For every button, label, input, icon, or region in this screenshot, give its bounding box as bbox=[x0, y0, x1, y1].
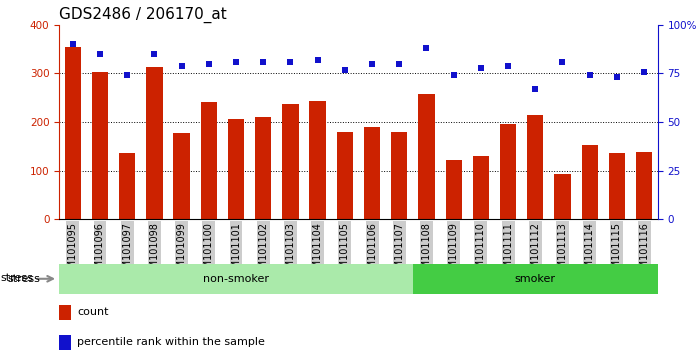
Bar bbox=[337, 132, 353, 219]
Point bbox=[530, 86, 541, 92]
Point bbox=[68, 41, 79, 47]
Point bbox=[285, 59, 296, 64]
Point bbox=[503, 63, 514, 68]
Bar bbox=[228, 119, 244, 219]
Point bbox=[584, 73, 595, 78]
Bar bbox=[609, 153, 625, 219]
Bar bbox=[364, 126, 380, 219]
Point bbox=[312, 57, 323, 63]
Point bbox=[203, 61, 214, 67]
Bar bbox=[255, 117, 271, 219]
Point bbox=[339, 67, 350, 72]
Point bbox=[448, 73, 459, 78]
Text: non-smoker: non-smoker bbox=[203, 274, 269, 284]
Bar bbox=[283, 104, 299, 219]
Point bbox=[258, 59, 269, 64]
Bar bbox=[146, 67, 163, 219]
Point bbox=[230, 59, 242, 64]
Bar bbox=[310, 101, 326, 219]
Point bbox=[421, 45, 432, 51]
Bar bbox=[418, 95, 434, 219]
Point bbox=[95, 51, 106, 57]
Point bbox=[557, 59, 568, 64]
Point bbox=[176, 63, 187, 68]
Point bbox=[122, 73, 133, 78]
Bar bbox=[445, 160, 462, 219]
Point bbox=[367, 61, 378, 67]
Bar bbox=[119, 153, 135, 219]
Point bbox=[394, 61, 405, 67]
Bar bbox=[500, 124, 516, 219]
Text: count: count bbox=[77, 307, 109, 318]
Bar bbox=[413, 264, 658, 294]
Text: stress: stress bbox=[7, 274, 40, 284]
Point bbox=[149, 51, 160, 57]
Bar bbox=[200, 102, 217, 219]
Point bbox=[638, 69, 649, 74]
Bar bbox=[554, 174, 571, 219]
Point bbox=[475, 65, 487, 70]
Bar bbox=[473, 156, 489, 219]
Bar bbox=[92, 73, 108, 219]
Text: GDS2486 / 206170_at: GDS2486 / 206170_at bbox=[59, 7, 227, 23]
Text: percentile rank within the sample: percentile rank within the sample bbox=[77, 337, 265, 348]
Bar bbox=[582, 145, 598, 219]
Bar bbox=[59, 264, 413, 294]
Point bbox=[611, 74, 622, 80]
Bar bbox=[59, 305, 71, 320]
Bar bbox=[173, 133, 190, 219]
Bar bbox=[59, 335, 71, 350]
Bar bbox=[636, 152, 652, 219]
Bar bbox=[527, 115, 544, 219]
Bar bbox=[391, 132, 407, 219]
Text: stress: stress bbox=[0, 273, 33, 283]
Text: smoker: smoker bbox=[515, 274, 556, 284]
Bar bbox=[65, 47, 81, 219]
